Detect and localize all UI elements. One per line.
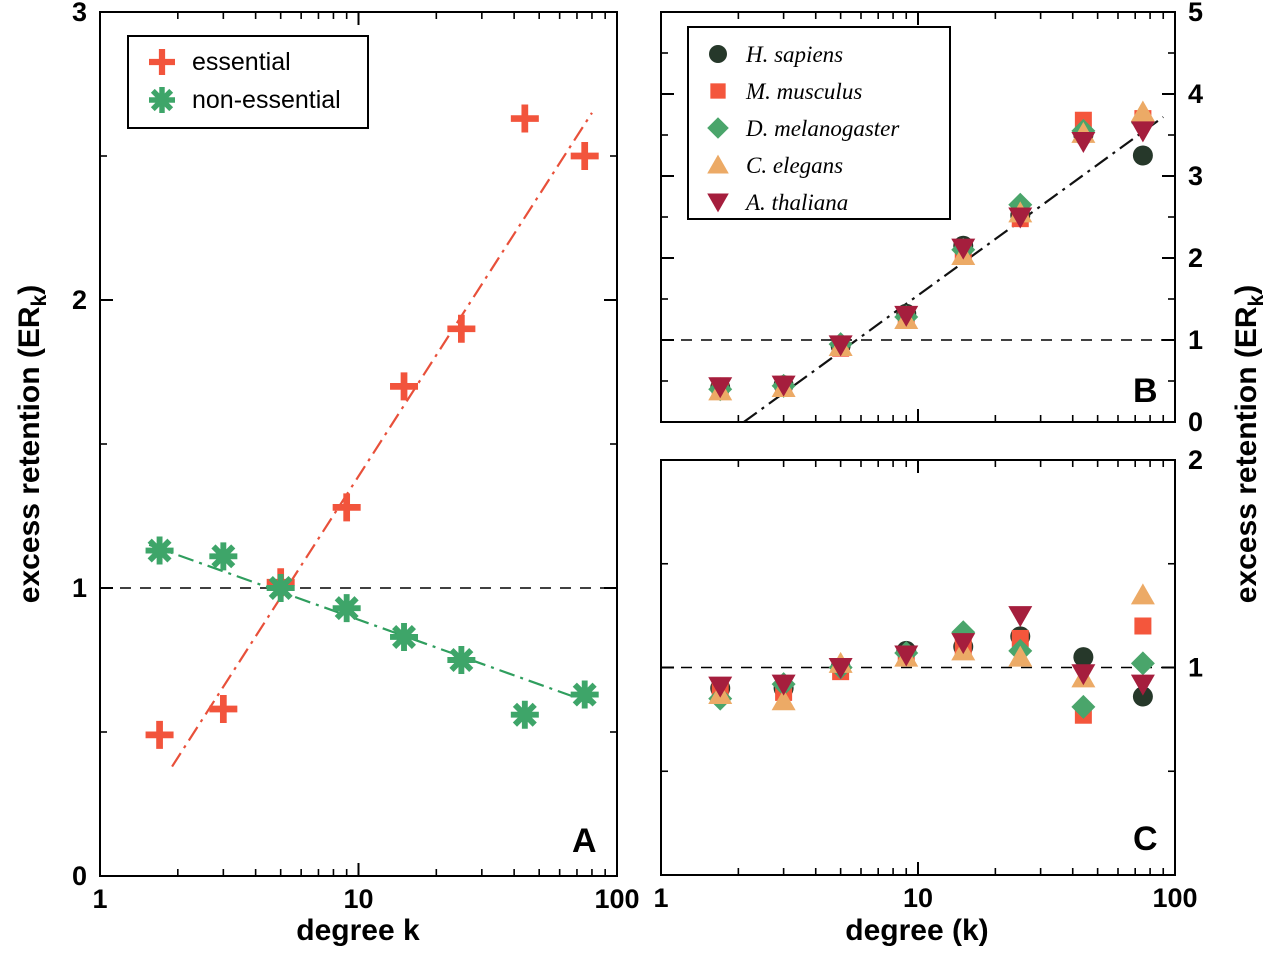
svg-text:D. melanogaster: D. melanogaster — [745, 116, 900, 141]
series-essential — [145, 104, 599, 749]
svg-text:1: 1 — [653, 883, 668, 913]
svg-text:2: 2 — [1188, 445, 1203, 475]
trend-line — [148, 543, 593, 705]
y-axis-label-left-text: excess retention (ER — [13, 306, 46, 604]
legend-panel-B: H. sapiens M. musculus D. melanogaster C. e… — [687, 26, 951, 220]
y-axis-label-right: excess retention (ERk) — [1228, 184, 1268, 704]
svg-text:C. elegans: C. elegans — [746, 153, 843, 178]
panel-frame — [660, 459, 1176, 876]
svg-text:1: 1 — [92, 884, 107, 914]
svg-text:10: 10 — [903, 883, 933, 913]
trend-line — [171, 112, 593, 768]
y-axis-label-left: excess retention (ERk) — [11, 184, 51, 704]
x-axis-label-panel-a: degree k — [296, 914, 420, 947]
svg-text:1: 1 — [72, 573, 87, 603]
panel-frame — [99, 11, 618, 877]
svg-text:100: 100 — [594, 884, 639, 914]
svg-text:10: 10 — [343, 884, 373, 914]
y-axis-label-right-text: excess retention (ER — [1230, 306, 1263, 604]
svg-text:0: 0 — [72, 861, 87, 891]
axis-ticks: 1 10 100 1 2 — [653, 445, 1203, 913]
y-axis-label-left-subscript: k — [28, 294, 51, 307]
y-axis-label-right-subscript: k — [1245, 294, 1268, 307]
svg-text:non-essential: non-essential — [192, 86, 341, 114]
svg-text:2: 2 — [1188, 243, 1203, 273]
svg-text:0: 0 — [1188, 407, 1203, 437]
panel-letter-A: A — [572, 822, 597, 860]
panel-letter-C: C — [1133, 820, 1158, 858]
legend-panel-A: essential non-essential — [127, 35, 369, 129]
series-non-essential — [145, 536, 599, 729]
trend-line — [743, 116, 1164, 422]
svg-text:100: 100 — [1152, 883, 1197, 913]
series-a-thaliana — [708, 121, 1155, 399]
series-a-thaliana — [708, 606, 1155, 698]
svg-text:1: 1 — [1188, 653, 1203, 683]
svg-text:2: 2 — [72, 285, 87, 315]
y-axis-label-right-close: ) — [1230, 284, 1263, 295]
panel-letter-B: B — [1133, 372, 1158, 410]
panel-B: 0 1 2 3 4 5 H. sapiens M. musculus D. melanogast… — [660, 0, 1203, 437]
x-axis-label-right-panels: degree (k) — [845, 914, 989, 947]
panel-C: 1 10 100 1 2 C — [653, 445, 1203, 913]
svg-text:5: 5 — [1188, 0, 1203, 27]
svg-text:H. sapiens: H. sapiens — [745, 42, 843, 67]
svg-text:essential: essential — [192, 48, 291, 76]
svg-text:M. musculus: M. musculus — [745, 79, 862, 104]
svg-text:3: 3 — [72, 0, 87, 27]
svg-text:1: 1 — [1188, 325, 1203, 355]
svg-text:3: 3 — [1188, 161, 1203, 191]
svg-text:4: 4 — [1188, 79, 1203, 109]
y-axis-label-left-close: ) — [13, 284, 46, 295]
svg-text:A. thaliana: A. thaliana — [744, 190, 848, 215]
axis-ticks: 0 1 2 3 4 5 — [660, 0, 1203, 437]
